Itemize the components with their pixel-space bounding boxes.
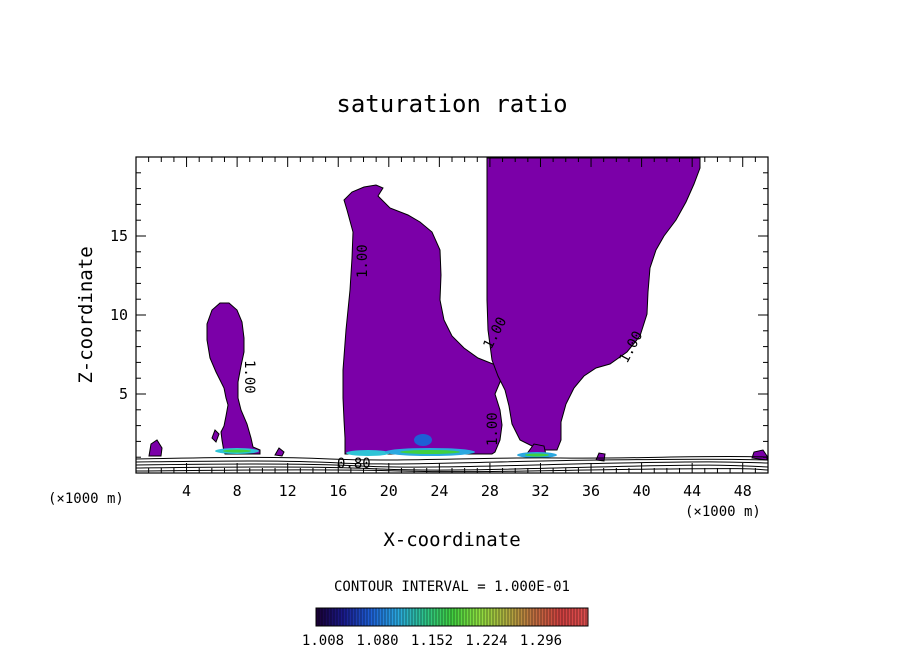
x-tick-label: 16: [329, 482, 347, 500]
plot-area: 1.00 1.00 1.00 1.00 1.00 0.80: [135, 156, 769, 474]
x-tick-label: 40: [633, 482, 651, 500]
contour-label: 1.00: [355, 244, 371, 278]
colorbar-tick-label: 1.152: [411, 633, 453, 649]
x-tick-label: 24: [430, 482, 448, 500]
x-tick-label: 12: [279, 482, 297, 500]
x-tick-label: 28: [481, 482, 499, 500]
chart-title: saturation ratio: [336, 90, 567, 118]
x-tick-label: 20: [380, 482, 398, 500]
contour-label: 1.00: [485, 412, 501, 446]
y-tick-label: 15: [110, 227, 128, 245]
y-axis: 5 10 15: [110, 172, 768, 458]
x-axis: 4 8 12 16 20 24 28 32 36 40 44 48: [148, 157, 756, 500]
colorbar-tick-label: 1.296: [520, 633, 562, 649]
x-axis-label: X-coordinate: [383, 529, 520, 551]
surface-contours: [135, 455, 769, 473]
y-axis-label: Z-coordinate: [75, 246, 97, 383]
surface-maxima: [215, 434, 557, 458]
colorbar-tick-label: 1.080: [356, 633, 398, 649]
contour-label: 0.80: [337, 456, 371, 472]
small-region: [595, 452, 606, 462]
x-unit-right: (×1000 m): [685, 504, 761, 520]
x-tick-label: 44: [683, 482, 701, 500]
left-plume-region: [206, 302, 261, 455]
x-tick-label: 48: [734, 482, 752, 500]
y-tick-label: 5: [119, 385, 128, 403]
small-region: [274, 447, 285, 457]
contour-label: 1.00: [241, 360, 257, 394]
x-unit-left: (×1000 m): [48, 491, 124, 507]
colorbar-stripes: [318, 608, 587, 626]
colorbar: [315, 607, 589, 627]
colorbar-tick-label: 1.224: [465, 633, 507, 649]
colorbar-labels: 1.008 1.080 1.152 1.224 1.296: [302, 633, 562, 649]
small-region: [148, 439, 163, 457]
middle-plume-region: [342, 184, 506, 455]
x-tick-label: 36: [582, 482, 600, 500]
x-tick-label: 32: [531, 482, 549, 500]
colorbar-tick-label: 1.008: [302, 633, 344, 649]
small-region: [211, 429, 220, 443]
right-plume-region: [486, 157, 701, 451]
x-tick-label: 4: [182, 482, 191, 500]
contour-interval: CONTOUR INTERVAL = 1.000E-01: [334, 579, 570, 595]
y-tick-label: 10: [110, 306, 128, 324]
x-tick-label: 8: [233, 482, 242, 500]
